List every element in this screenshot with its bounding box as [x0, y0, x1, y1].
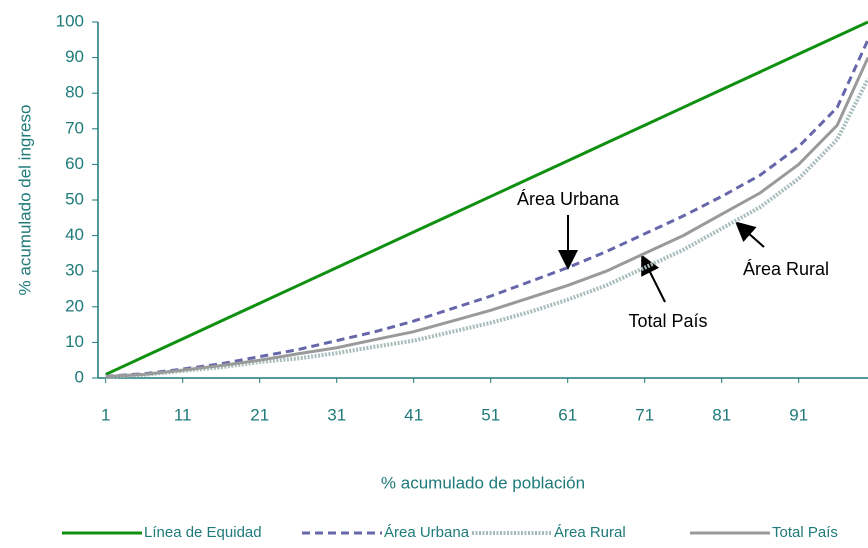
y-tick-label: 30 [65, 261, 84, 280]
x-tick-label: 1 [101, 405, 110, 424]
y-tick-label: 40 [65, 225, 84, 244]
x-tick-label: 91 [789, 405, 808, 424]
x-tick-label: 41 [404, 405, 423, 424]
series-line [105, 78, 868, 379]
x-tick-label: 31 [327, 405, 346, 424]
y-tick-label: 100 [56, 11, 84, 30]
x-tick-label: 11 [174, 405, 192, 424]
annotation: Área Urbana [517, 189, 620, 209]
x-tick-label: 51 [481, 405, 500, 424]
series-line [105, 20, 868, 376]
y-tick-label: 60 [65, 154, 84, 173]
y-tick-label: 50 [65, 189, 84, 208]
x-tick-label: 21 [250, 405, 269, 424]
x-tick-label: 81 [712, 405, 731, 424]
y-tick-label: 70 [65, 118, 84, 137]
x-axis-label: % acumulado de población [381, 473, 585, 492]
legend-label: Línea de Equidad [144, 524, 262, 541]
y-tick-label: 10 [65, 332, 84, 351]
series-line [105, 56, 868, 379]
legend-label: Área Rural [554, 524, 626, 541]
arrow [735, 221, 765, 248]
series-line [105, 39, 868, 378]
y-tick-label: 0 [75, 367, 84, 386]
arrow [641, 254, 666, 303]
x-tick-label: 71 [635, 405, 654, 424]
y-tick-label: 90 [65, 47, 84, 66]
annotation: Área Rural [743, 259, 829, 279]
y-axis-label: % acumulado del ingreso [15, 105, 34, 296]
y-tick-label: 80 [65, 83, 84, 102]
annotation: Total País [628, 311, 707, 331]
legend-label: Área Urbana [384, 524, 470, 541]
legend-label: Total País [772, 524, 838, 541]
y-tick-label: 20 [65, 296, 84, 315]
x-tick-label: 61 [558, 405, 577, 424]
